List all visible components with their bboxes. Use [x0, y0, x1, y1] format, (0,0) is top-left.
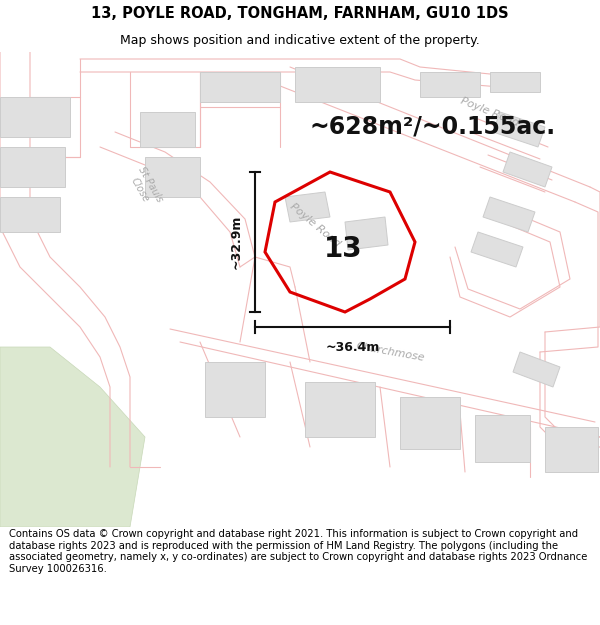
Text: Contains OS data © Crown copyright and database right 2021. This information is : Contains OS data © Crown copyright and d… [9, 529, 587, 574]
Polygon shape [400, 397, 460, 449]
Text: Poyle Road: Poyle Road [460, 96, 521, 128]
Polygon shape [471, 232, 523, 267]
Polygon shape [513, 352, 560, 387]
Polygon shape [295, 67, 380, 102]
Polygon shape [420, 72, 480, 97]
Polygon shape [483, 197, 535, 232]
Text: ~36.4m: ~36.4m [325, 341, 380, 354]
Polygon shape [0, 97, 70, 137]
Text: 13, POYLE ROAD, TONGHAM, FARNHAM, GU10 1DS: 13, POYLE ROAD, TONGHAM, FARNHAM, GU10 1… [91, 6, 509, 21]
Polygon shape [493, 112, 545, 147]
Text: ~32.9m: ~32.9m [230, 215, 243, 269]
Polygon shape [205, 362, 265, 417]
Polygon shape [0, 197, 60, 232]
Polygon shape [345, 217, 388, 250]
Polygon shape [475, 415, 530, 462]
Text: St Pauls
Close: St Pauls Close [126, 164, 164, 209]
Polygon shape [145, 157, 200, 197]
Text: ~628m²/~0.155ac.: ~628m²/~0.155ac. [310, 115, 556, 139]
Polygon shape [503, 152, 552, 187]
Text: 13: 13 [323, 235, 362, 263]
Text: Map shows position and indicative extent of the property.: Map shows position and indicative extent… [120, 34, 480, 47]
Polygon shape [0, 347, 145, 527]
Polygon shape [200, 72, 280, 102]
Polygon shape [140, 112, 195, 147]
Polygon shape [545, 427, 598, 472]
Polygon shape [305, 382, 375, 437]
Polygon shape [0, 147, 65, 187]
Text: Churchmose: Churchmose [355, 341, 425, 363]
Polygon shape [490, 72, 540, 92]
Polygon shape [285, 192, 330, 222]
Text: Poyle Road: Poyle Road [288, 201, 342, 249]
